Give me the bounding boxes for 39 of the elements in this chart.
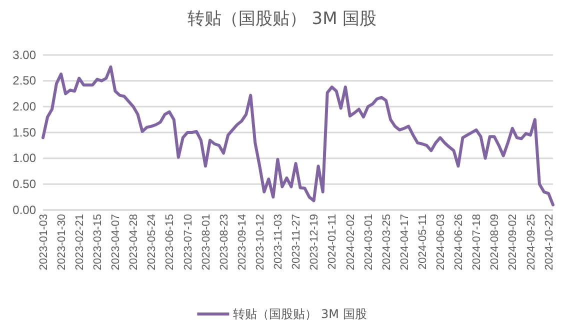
legend-label: 转贴（国股贴） 3M 国股 bbox=[233, 307, 367, 322]
x-tick-label: 2023-10-12 bbox=[254, 214, 266, 270]
x-tick-label: 2024-05-11 bbox=[416, 214, 429, 270]
y-tick-label: 0.50 bbox=[12, 177, 36, 192]
x-tick-label: 2024-07-18 bbox=[471, 214, 484, 270]
x-tick-label: 2024-06-26 bbox=[453, 214, 466, 270]
x-tick-label: 2023-08-23 bbox=[218, 214, 230, 270]
line-series bbox=[42, 65, 554, 206]
x-tick-label: 2024-10-22 bbox=[543, 214, 556, 270]
x-tick-label: 2023-12-19 bbox=[308, 214, 321, 270]
x-tick-label: 2024-01-11 bbox=[326, 214, 339, 270]
x-tick-label: 2024-09-25 bbox=[525, 214, 538, 270]
x-tick-label: 2023-02-21 bbox=[74, 214, 86, 270]
x-tick-label: 2024-03-25 bbox=[380, 214, 393, 270]
x-tick-label: 2023-09-14 bbox=[236, 214, 248, 270]
x-tick-label: 2023-06-15 bbox=[164, 214, 176, 270]
x-tick-label: 2023-05-24 bbox=[146, 214, 158, 270]
x-tick-label: 2024-02-02 bbox=[344, 214, 357, 270]
x-tick-label: 2023-08-01 bbox=[200, 214, 212, 270]
y-tick-label: 2.50 bbox=[12, 74, 36, 88]
x-tick-label: 2023-11-03 bbox=[272, 214, 285, 270]
y-tick-label: 3.00 bbox=[12, 48, 36, 62]
x-tick-label: 2024-06-03 bbox=[435, 214, 448, 270]
x-tick-label: 2023-11-27 bbox=[290, 214, 303, 270]
x-tick-label: 2023-07-10 bbox=[182, 214, 194, 270]
x-tick-label: 2023-04-28 bbox=[128, 214, 140, 270]
x-tick-label: 2024-04-17 bbox=[398, 214, 411, 270]
x-tick-label: 2023-04-07 bbox=[110, 214, 122, 270]
y-tick-label: 2.00 bbox=[12, 100, 36, 114]
x-tick-label: 2023-03-15 bbox=[92, 214, 104, 270]
y-tick-label: 1.50 bbox=[12, 125, 36, 140]
x-tick-label: 2024-09-02 bbox=[507, 214, 520, 270]
y-tick-label: 1.00 bbox=[12, 151, 36, 166]
x-tick-label: 2023-01-03 bbox=[38, 214, 50, 270]
y-tick-label: 0.00 bbox=[12, 202, 36, 217]
x-tick-label: 2024-03-01 bbox=[362, 214, 375, 270]
x-tick-label: 2024-08-09 bbox=[489, 214, 502, 270]
x-tick-label: 2023-01-30 bbox=[56, 214, 68, 270]
chart-title: 转贴（国股贴） 3M 国股 bbox=[187, 9, 377, 29]
